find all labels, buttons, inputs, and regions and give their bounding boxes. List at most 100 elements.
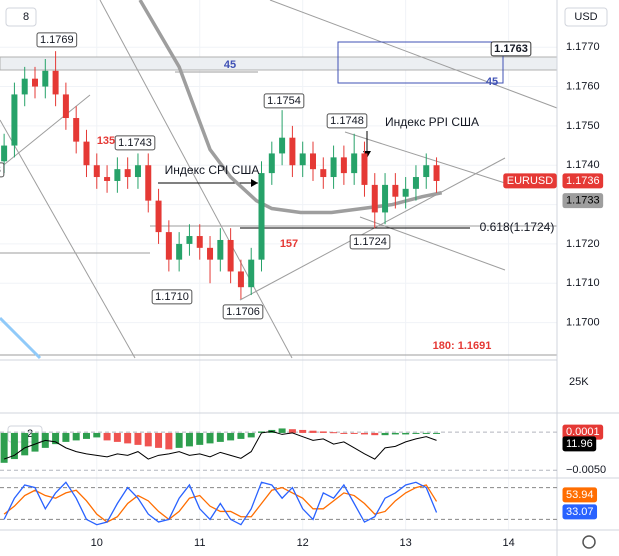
annotation: 1.1743 [0, 164, 1, 176]
label-box [326, 113, 368, 129]
macd-bar [0, 432, 8, 463]
candle-body [351, 153, 358, 174]
label-box [503, 173, 557, 189]
currency-button[interactable] [564, 7, 608, 27]
label-box [562, 193, 604, 209]
candle-body [402, 188, 409, 197]
annotation: 45 [486, 76, 498, 88]
macd-bar [175, 432, 183, 448]
x-tick-label: 10 [91, 537, 103, 549]
macd-bar [113, 432, 121, 442]
candle-body [371, 184, 378, 213]
trend-line [344, 131, 506, 184]
macd-bar [309, 430, 317, 433]
trend-line [0, 94, 91, 169]
macd-bar [381, 432, 389, 436]
label-box [562, 504, 598, 520]
macd-bar [422, 432, 430, 434]
annotation: 135 [97, 135, 115, 147]
macd-bar [402, 432, 410, 435]
annotation: 1.1754 [267, 95, 301, 107]
x-tick-label: 12 [297, 537, 309, 549]
macd-bar [165, 432, 173, 450]
label-box [490, 41, 532, 57]
y-tick-label: 1.1760 [566, 80, 600, 92]
macd-bar [216, 432, 224, 442]
macd-bar [206, 432, 214, 444]
candle-body [21, 78, 28, 95]
candle-body [155, 200, 162, 233]
annotation: Индекс CPI США [165, 163, 260, 177]
macd-bar [227, 432, 235, 441]
macd-bar [10, 432, 18, 460]
candle-body [299, 153, 306, 166]
macd-bar [299, 429, 307, 433]
macd-bar [278, 428, 286, 433]
y-tick-label: −0.0050 [566, 464, 606, 476]
y-tick-label: 1.1750 [566, 120, 600, 132]
arrow-head [251, 179, 258, 187]
candle-body [42, 70, 49, 87]
macd-bar [258, 431, 266, 433]
label-box [562, 173, 604, 189]
candle-body [433, 165, 440, 181]
macd-bar [360, 432, 368, 435]
x-tick-label: 11 [194, 537, 205, 549]
y-tick-label: 1.1710 [566, 277, 600, 289]
macd-bar [82, 432, 90, 439]
macd-bar [237, 432, 245, 439]
macd-bar [412, 432, 420, 434]
candle-body [340, 157, 347, 174]
label-box [562, 487, 598, 503]
trend-line [239, 157, 506, 301]
candle-body [83, 141, 90, 166]
y-tick-label: 1.1740 [566, 159, 600, 171]
candle-body [258, 173, 265, 260]
candle-body [217, 239, 224, 260]
annotation: 1.1724 [353, 236, 387, 248]
candle-body [134, 165, 141, 178]
macd-bar [330, 432, 338, 434]
badge-text: 2 [27, 428, 33, 440]
macd-bar [185, 432, 193, 447]
candle-body [196, 236, 203, 248]
macd-bar [371, 432, 379, 436]
candle-body [248, 259, 255, 288]
candle-body [227, 239, 234, 272]
macd-bar [103, 432, 111, 441]
y-tick-label: 1.1720 [566, 238, 600, 250]
label-box [36, 32, 78, 48]
macd-bar [144, 432, 152, 447]
badge[interactable] [5, 7, 37, 27]
candle-body [32, 78, 39, 87]
macd-bar [93, 432, 101, 438]
candle-body [1, 145, 8, 162]
marks: 10111213141.17001.17101.17201.17301.1740… [0, 0, 606, 549]
annotation: 1.1706 [226, 306, 260, 318]
candle-body [423, 165, 430, 178]
annotation: 1.1743 [118, 137, 152, 149]
last-price: 1.1736 [566, 175, 600, 187]
macd-bar [196, 432, 204, 445]
candle-body [289, 137, 296, 166]
macd-bar [124, 432, 132, 444]
grid [0, 0, 557, 530]
candle-body [186, 236, 193, 244]
candle-body [207, 247, 214, 260]
macd-bar [72, 432, 80, 441]
moving-average [138, 0, 443, 215]
macd-bar [340, 432, 348, 434]
candle-body [237, 271, 244, 288]
candle-body [165, 232, 172, 260]
candle-body [320, 169, 327, 178]
macd-bar [433, 432, 441, 434]
trend-line [0, 119, 136, 359]
zone [0, 56, 558, 71]
label-box [349, 234, 391, 250]
x-tick-label: 14 [502, 537, 514, 549]
label-box [222, 304, 264, 320]
label-box [151, 289, 193, 305]
settings-icon[interactable] [582, 535, 596, 549]
label-box [114, 135, 156, 151]
